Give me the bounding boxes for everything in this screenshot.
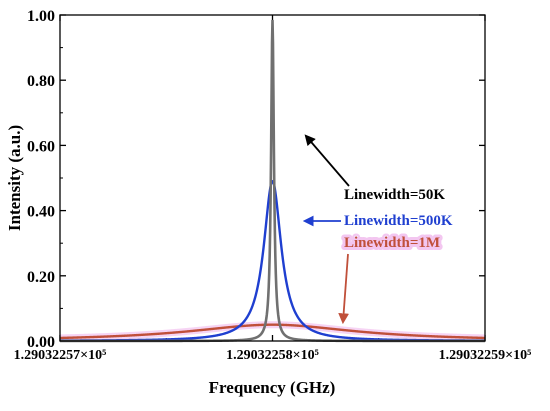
annotation-halo: Linewidth=1M — [344, 235, 440, 251]
annotation-label: Linewidth=1M — [344, 235, 440, 251]
annotation-arrow — [304, 134, 350, 187]
annotation-arrow — [338, 253, 350, 325]
y-tick-label: 0.80 — [27, 73, 55, 90]
y-axis-ticks: 0.00 0.20 0.40 0.60 0.80 1.00 — [27, 8, 485, 351]
x-axis-label: Frequency (GHz) — [209, 378, 336, 397]
y-tick-label: 0.00 — [27, 334, 55, 351]
y-axis-label: Intensity (a.u.) — [5, 125, 24, 231]
annotation-label: Linewidth=50K — [344, 187, 445, 203]
annotations: Linewidth=50KLinewidth=500KLinewidth=1ML… — [302, 134, 453, 325]
x-tick-label: 1.29032259×10⁵ — [439, 348, 532, 363]
x-tick-label: 1.29032257×10⁵ — [14, 348, 107, 363]
x-axis-ticks: 1.29032257×10⁵ 1.29032258×10⁵ 1.29032259×1… — [14, 15, 532, 363]
plot-frame — [59, 14, 486, 342]
y-tick-label: 1.00 — [27, 8, 55, 25]
y-tick-label: 0.20 — [27, 269, 55, 286]
series-line-linewidth-1m — [59, 323, 486, 340]
annotation-label: Linewidth=500K — [344, 213, 453, 229]
y-tick-label: 0.40 — [27, 204, 55, 221]
x-tick-label: 1.29032258×10⁵ — [226, 348, 319, 363]
y-tick-label: 0.60 — [27, 138, 55, 155]
